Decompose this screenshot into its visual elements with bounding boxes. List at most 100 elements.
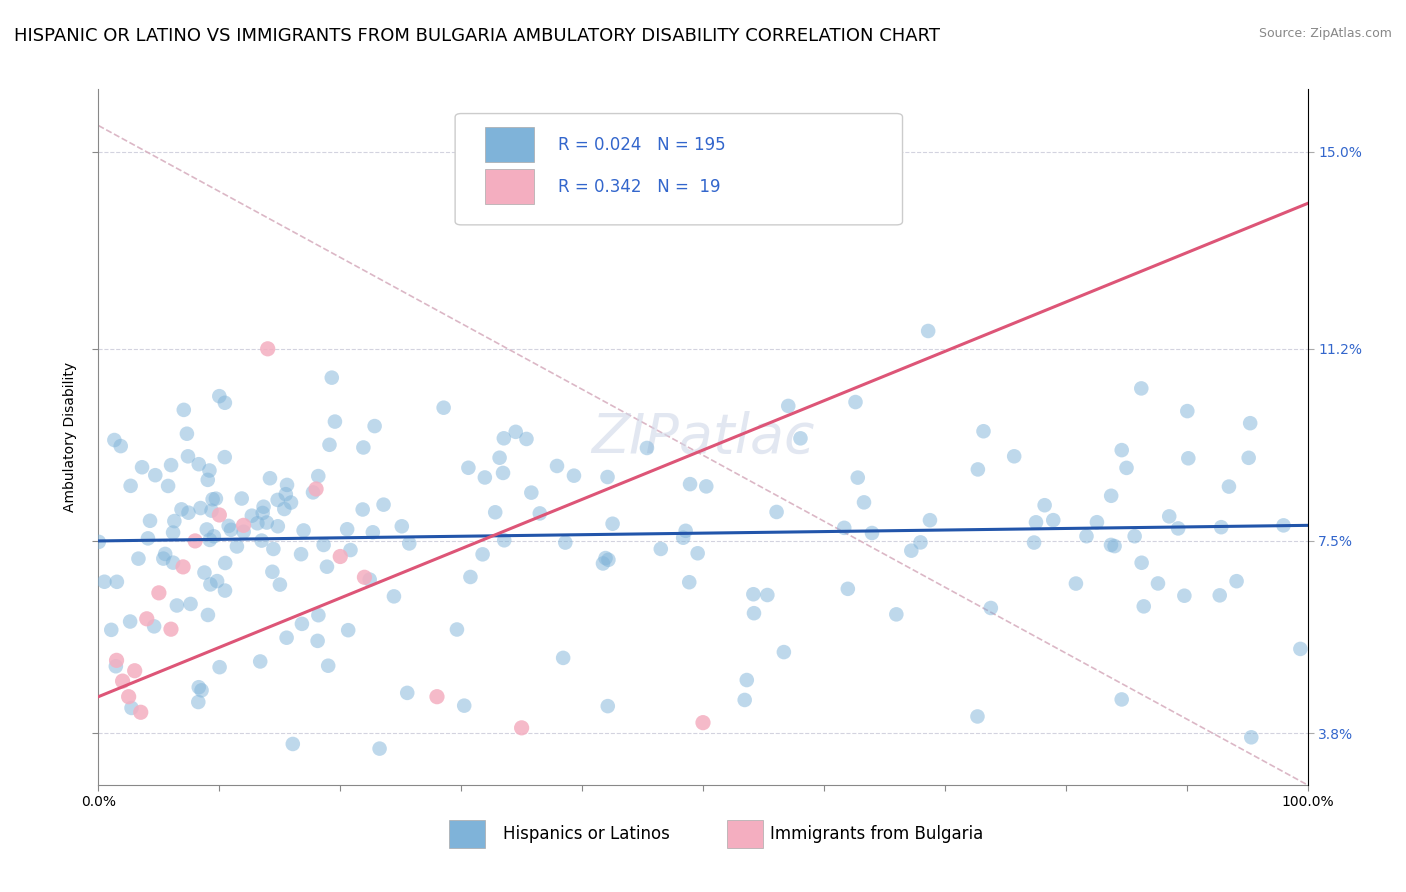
Point	[323, 415, 346, 429]
Point	[917, 324, 939, 338]
Point	[336, 522, 359, 536]
Point	[177, 450, 200, 464]
Point	[162, 525, 184, 540]
Point	[1002, 450, 1025, 464]
Point	[837, 582, 859, 596]
Point	[273, 502, 295, 516]
Point	[187, 680, 209, 694]
Point	[529, 507, 551, 521]
Point	[225, 540, 247, 554]
FancyBboxPatch shape	[485, 128, 534, 162]
Point	[111, 674, 134, 689]
Point	[120, 615, 142, 629]
Point	[202, 529, 225, 543]
Point	[176, 426, 198, 441]
Point	[382, 590, 405, 604]
Point	[200, 577, 222, 591]
Point	[1099, 538, 1122, 552]
Point	[148, 586, 170, 600]
Point	[510, 721, 533, 735]
Point	[312, 538, 335, 552]
Point	[515, 432, 537, 446]
Point	[193, 566, 215, 580]
Point	[742, 606, 765, 620]
Point	[269, 577, 291, 591]
Point	[197, 607, 219, 622]
Point	[361, 525, 384, 540]
Text: HISPANIC OR LATINO VS IMMIGRANTS FROM BULGARIA AMBULATORY DISABILITY CORRELATION: HISPANIC OR LATINO VS IMMIGRANTS FROM BU…	[14, 27, 941, 45]
Point	[280, 495, 302, 509]
Point	[103, 433, 125, 447]
Point	[391, 519, 413, 533]
Point	[152, 551, 174, 566]
Point	[190, 683, 212, 698]
Point	[105, 653, 128, 667]
Point	[650, 541, 672, 556]
Point	[460, 570, 482, 584]
Point	[195, 523, 218, 537]
Point	[695, 479, 717, 493]
Point	[494, 533, 516, 548]
Point	[173, 402, 195, 417]
Point	[1272, 518, 1295, 533]
Point	[177, 506, 200, 520]
Point	[492, 431, 515, 445]
Point	[208, 660, 231, 674]
Point	[1022, 535, 1045, 549]
Point	[329, 549, 352, 564]
Point	[778, 399, 800, 413]
Point	[307, 633, 329, 648]
Text: R = 0.342   N =  19: R = 0.342 N = 19	[558, 178, 720, 195]
Point	[602, 516, 624, 531]
Point	[143, 619, 166, 633]
Point	[398, 536, 420, 550]
Point	[1099, 489, 1122, 503]
Point	[1130, 556, 1153, 570]
Point	[1175, 404, 1198, 418]
Point	[157, 479, 180, 493]
Point	[426, 690, 449, 704]
Point	[214, 556, 236, 570]
Y-axis label: Ambulatory Disability: Ambulatory Disability	[63, 362, 77, 512]
Point	[686, 546, 709, 560]
Point	[457, 460, 479, 475]
Point	[214, 583, 236, 598]
Point	[232, 518, 254, 533]
Point	[595, 551, 617, 566]
Point	[1218, 479, 1240, 493]
Point	[1237, 450, 1260, 465]
Point	[120, 479, 142, 493]
Point	[1025, 516, 1047, 530]
Point	[127, 551, 149, 566]
Point	[291, 616, 314, 631]
Point	[1076, 529, 1098, 543]
Point	[1173, 589, 1195, 603]
Point	[474, 470, 496, 484]
Point	[93, 574, 115, 589]
Point	[972, 424, 994, 438]
Point	[252, 500, 274, 514]
Point	[208, 508, 231, 522]
Point	[307, 469, 329, 483]
Point	[765, 505, 787, 519]
Point	[153, 547, 176, 561]
Point	[484, 505, 506, 519]
Point	[692, 715, 714, 730]
Point	[129, 706, 152, 720]
Point	[172, 560, 194, 574]
Point	[1209, 588, 1232, 602]
Point	[184, 533, 207, 548]
Text: Hispanics or Latinos: Hispanics or Latinos	[503, 825, 671, 843]
Point	[198, 463, 221, 477]
Point	[214, 450, 236, 464]
Point	[492, 466, 515, 480]
Point	[131, 460, 153, 475]
Point	[104, 659, 127, 673]
Point	[832, 521, 855, 535]
Point	[266, 492, 288, 507]
Point	[596, 699, 619, 714]
Point	[520, 485, 543, 500]
Point	[453, 698, 475, 713]
Point	[292, 524, 315, 538]
Point	[396, 686, 419, 700]
